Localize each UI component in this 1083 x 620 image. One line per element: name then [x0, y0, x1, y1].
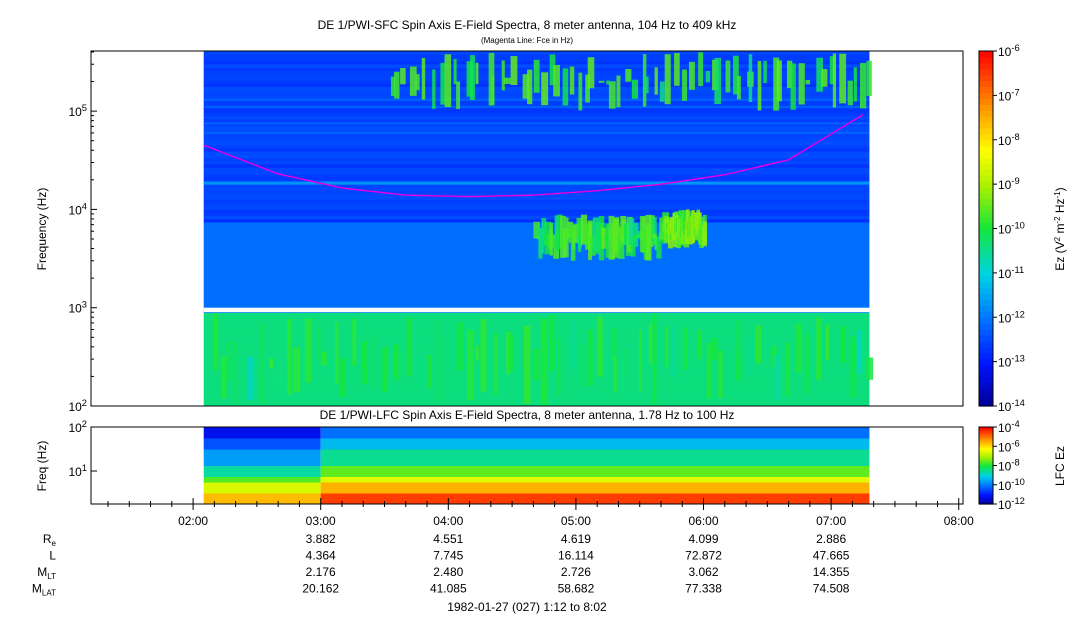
colorbar-tick-label: 10-12	[998, 309, 1025, 325]
colorbar-tick-label: 10-6	[998, 43, 1020, 59]
ephemeris-value: 77.338	[685, 582, 722, 596]
lfc-ytick-label: 102	[68, 419, 87, 435]
lfc-spectrogram-panel: 101 102 Freq (Hz) 02:00 03:00 04:00 05:00 06:…	[35, 419, 974, 528]
colorbar-tick-label: 10-11	[998, 265, 1024, 281]
xtick-label: 08:00	[944, 514, 974, 528]
ephemeris-value: 2.480	[433, 565, 463, 579]
ephemeris-row-label: Re	[43, 532, 57, 548]
sfc-ytick-label: 105	[68, 103, 87, 119]
ephemeris-value: 4.551	[433, 532, 463, 546]
ephemeris-table: Re 3.882 4.551 4.619 4.099 2.886 L 4.364 7.745 16…	[32, 532, 850, 598]
xtick-label: 06:00	[689, 514, 719, 528]
ephemeris-value: 4.364	[306, 549, 336, 563]
sfc-ytick-label: 104	[68, 201, 87, 217]
sfc-ytick-label: 102	[68, 398, 87, 414]
lfc-colorbar: 10-12 10-10 10-8 10-6 10-4 LFC Ez	[978, 419, 1067, 512]
colorbar-tick-label: 10-9	[998, 176, 1020, 192]
ephemeris-value: 58.682	[558, 582, 595, 596]
time-range-footer: 1982-01-27 (027) 1:12 to 8:02	[447, 600, 607, 614]
colorbar-tick-label: 10-8	[998, 458, 1020, 474]
colorbar-tick-label: 10-13	[998, 354, 1025, 370]
sfc-plot-frame	[90, 50, 964, 407]
ephemeris-value: 2.726	[561, 565, 591, 579]
sfc-colorbar: 10-14 10-13 10-12 10-11 10-10 10-9 10-8 10-7 10-…	[978, 43, 1067, 414]
colorbar-tick-label: 10-7	[998, 87, 1020, 103]
ephemeris-value: 4.099	[689, 532, 719, 546]
ephemeris-row-label: MLT	[37, 565, 56, 581]
sfc-subtitle: (Magenta Line: Fce in Hz)	[481, 36, 573, 45]
lfc-plot-frame	[90, 426, 964, 505]
sfc-spectrogram-panel: 102 103 104 105 Frequency (Hz)	[35, 50, 964, 414]
ephemeris-value: 3.062	[689, 565, 719, 579]
ephemeris-row-label: MLAT	[32, 582, 56, 598]
sfc-colorbar-label: Ez (V2 m-2 Hz-1)	[1053, 187, 1067, 270]
ephemeris-value: 7.745	[433, 549, 463, 563]
colorbar-tick-label: 10-8	[998, 132, 1020, 148]
ephemeris-value: 4.619	[561, 532, 591, 546]
colorbar-tick-label: 10-10	[998, 477, 1025, 493]
xtick-label: 05:00	[561, 514, 591, 528]
ephemeris-value: 2.886	[816, 532, 846, 546]
colorbar-tick-label: 10-4	[998, 419, 1020, 435]
ephemeris-value: 47.665	[813, 549, 850, 563]
sfc-title: DE 1/PWI-SFC Spin Axis E-Field Spectra, …	[318, 18, 737, 32]
sfc-ylabel: Frequency (Hz)	[35, 188, 49, 271]
colorbar-tick-label: 10-14	[998, 398, 1025, 414]
ephemeris-value: 41.085	[430, 582, 467, 596]
xtick-label: 07:00	[816, 514, 846, 528]
xtick-label: 03:00	[306, 514, 336, 528]
xtick-label: 02:00	[178, 514, 208, 528]
ephemeris-row-label: L	[49, 549, 56, 563]
sfc-ytick-label: 103	[68, 300, 87, 316]
xtick-label: 04:00	[433, 514, 463, 528]
ephemeris-value: 14.355	[813, 565, 850, 579]
lfc-title: DE 1/PWI-LFC Spin Axis E-Field Spectra, …	[320, 408, 735, 422]
ephemeris-value: 16.114	[558, 549, 594, 563]
ephemeris-value: 2.176	[306, 565, 336, 579]
ephemeris-value: 74.508	[813, 582, 850, 596]
colorbar-tick-label: 10-12	[998, 496, 1025, 512]
colorbar-tick-label: 10-6	[998, 438, 1020, 454]
ephemeris-value: 20.162	[302, 582, 339, 596]
ephemeris-value: 72.872	[685, 549, 722, 563]
lfc-ytick-label: 101	[68, 463, 87, 479]
ephemeris-value: 3.882	[306, 532, 336, 546]
fce-line	[203, 114, 864, 198]
lfc-ylabel: Freq (Hz)	[35, 441, 49, 492]
lfc-colorbar-label: LFC Ez	[1053, 446, 1067, 486]
colorbar-tick-label: 10-10	[998, 221, 1025, 237]
